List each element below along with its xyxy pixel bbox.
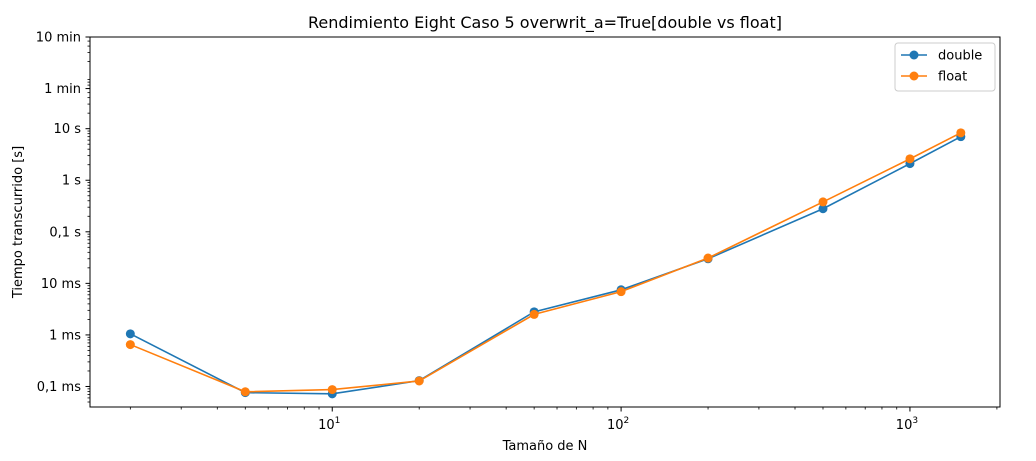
data-point-float <box>703 253 713 263</box>
data-point-float <box>529 309 539 319</box>
x-tick-label-base: 10 <box>607 418 624 433</box>
legend-label-double: double <box>938 49 982 64</box>
y-tick-label: 10 s <box>54 122 82 137</box>
axes-frame <box>89 36 1001 408</box>
legend-marker-float <box>909 71 919 81</box>
data-point-float <box>240 387 250 397</box>
x-tick-label: 101 <box>318 416 340 433</box>
data-point-float <box>125 340 135 350</box>
y-axis-title: Tiempo transcurrido [s] <box>11 146 26 299</box>
data-point-double <box>125 329 135 339</box>
x-tick-label-exponent: 1 <box>335 416 341 426</box>
x-axis-title: Tamaño de N <box>502 439 588 454</box>
y-tick-label: 10 ms <box>41 277 81 292</box>
y-tick-label: 1 min <box>44 82 81 97</box>
series-line-double <box>129 135 962 395</box>
data-point-float <box>905 154 915 164</box>
legend-label-float: float <box>938 70 967 85</box>
chart-title: Rendimiento Eight Caso 5 overwrit_a=True… <box>308 13 782 33</box>
legend: double float <box>894 42 996 92</box>
x-tick-label-base: 10 <box>318 418 335 433</box>
y-tick-label: 0,1 ms <box>37 380 81 395</box>
y-tick-label: 1 ms <box>49 328 81 343</box>
x-tick-label-base: 10 <box>896 418 913 433</box>
data-point-float <box>616 287 626 297</box>
y-tick-label: 0,1 s <box>49 225 81 240</box>
data-point-float <box>818 197 828 207</box>
y-tick-label: 10 min <box>36 31 81 46</box>
x-tick-label-exponent: 2 <box>624 416 630 426</box>
data-point-double <box>818 204 828 214</box>
legend-marker-double <box>909 50 919 60</box>
data-point-float <box>956 128 966 138</box>
x-tick-label: 102 <box>607 416 629 433</box>
y-tick-label: 1 s <box>62 174 81 189</box>
data-point-float <box>327 385 337 395</box>
data-point-float <box>414 376 424 386</box>
series-line-float <box>130 132 962 393</box>
x-tick-label-exponent: 3 <box>912 416 918 426</box>
x-tick-label: 103 <box>896 416 918 433</box>
